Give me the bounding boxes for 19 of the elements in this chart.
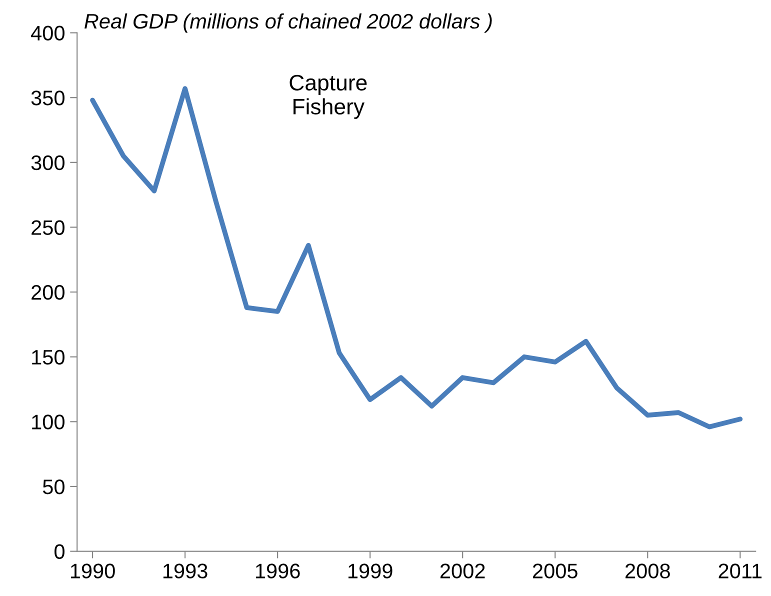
x-tick-label: 2002 [440, 564, 485, 578]
y-tick-label: 0 [54, 544, 64, 560]
y-tick-label: 200 [32, 285, 64, 300]
x-tick-label: 2011 [718, 564, 762, 578]
y-tick-label: 100 [32, 414, 64, 430]
x-tick-label: 1990 [70, 564, 115, 578]
annotation: Capture Fishery [290, 74, 367, 119]
x-tick-label: 1999 [348, 564, 392, 578]
chart-title: Real GDP (millions of chained 2002 dollars ) [84, 13, 492, 33]
y-tick-label: 50 [42, 479, 64, 494]
x-tick-label: 2008 [626, 564, 670, 578]
y-tick-label: 300 [31, 155, 64, 170]
y-tick-label: 350 [31, 90, 64, 106]
y-tick-label: 250 [32, 220, 64, 235]
x-tick-label: 2005 [533, 564, 578, 578]
x-tick-label: 1996 [256, 564, 300, 578]
x-tick-label: 1993 [163, 564, 208, 578]
y-tick-label: 400 [31, 26, 64, 41]
y-tick-label: 150 [32, 350, 64, 365]
